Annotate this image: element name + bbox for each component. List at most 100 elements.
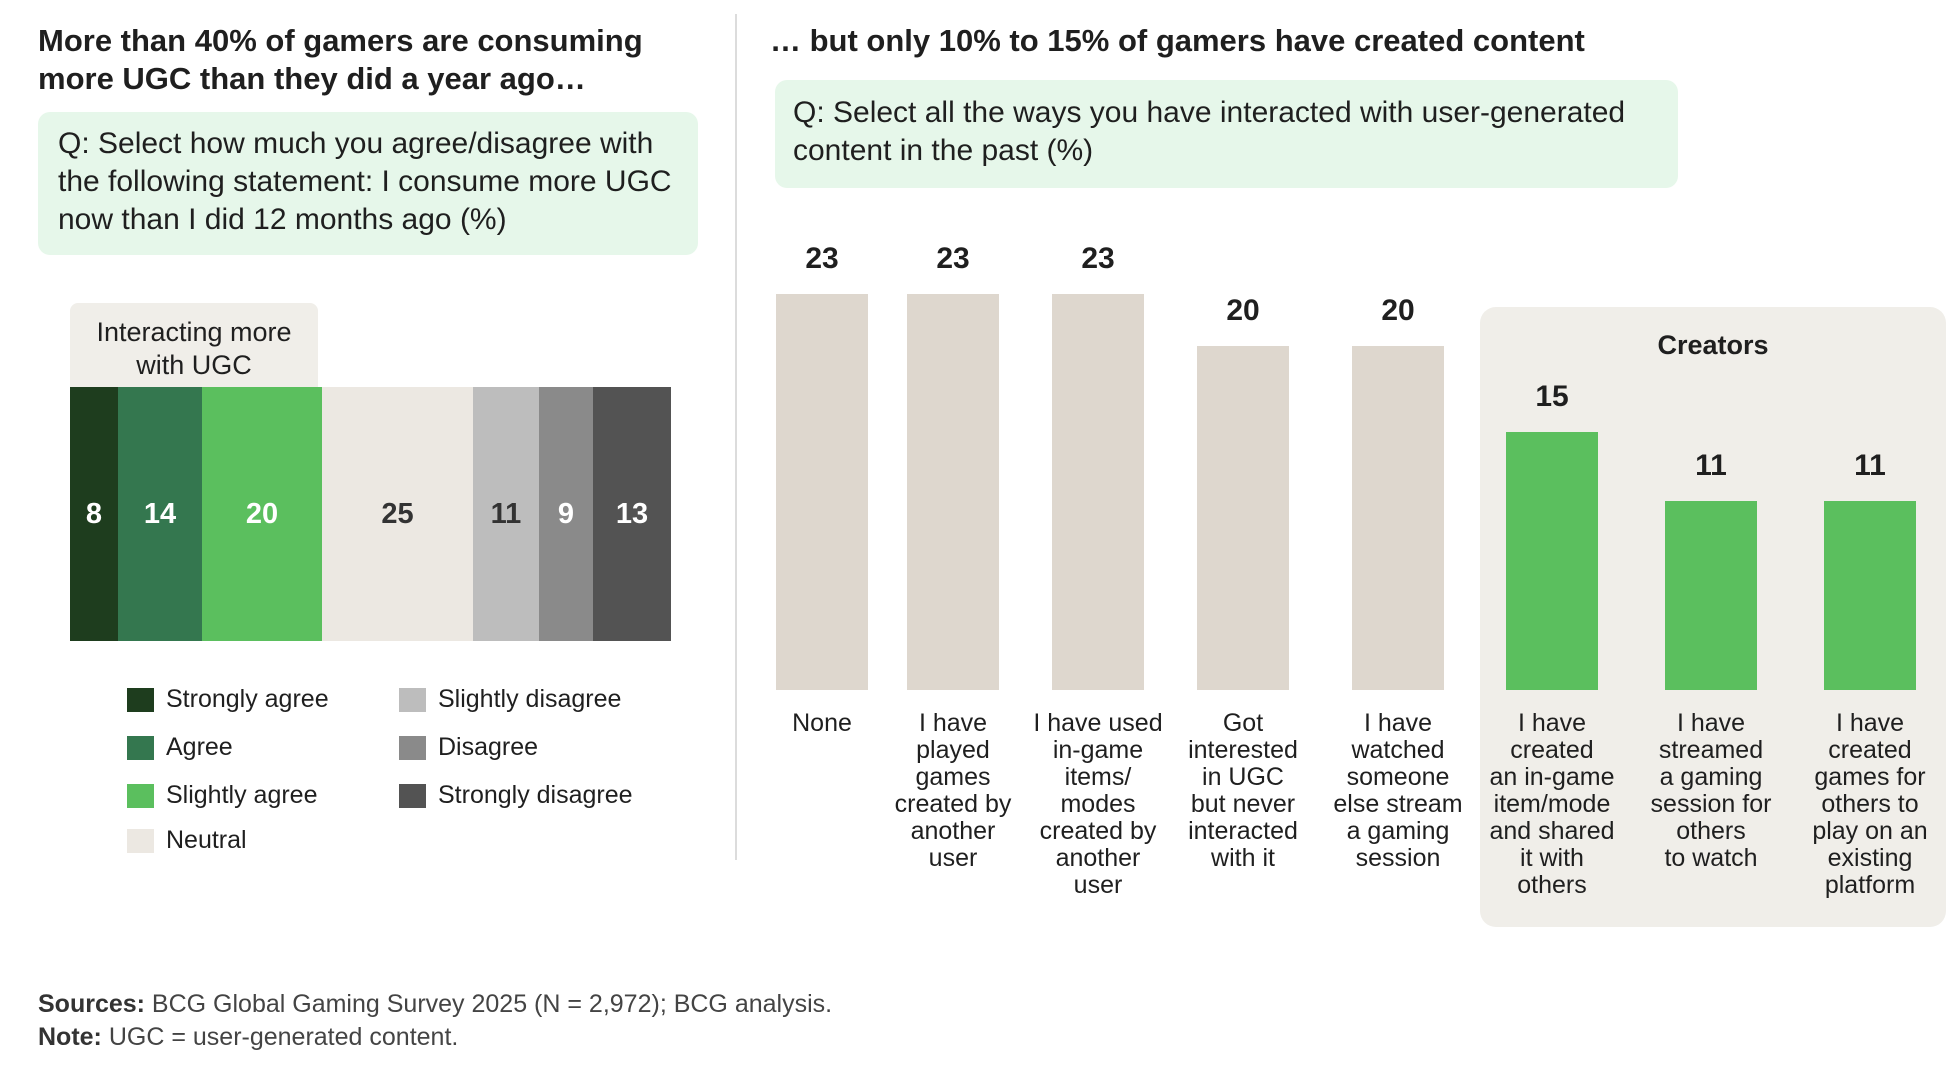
bar-category-line: I have [1676, 709, 1746, 737]
bar-1 [907, 294, 999, 690]
bar-0 [776, 294, 868, 690]
bar-value-label: 23 [1081, 242, 1115, 275]
legend-label: Strongly disagree [438, 781, 633, 809]
sources-label: Sources: [38, 990, 145, 1018]
bar-category-line: created by [1039, 817, 1157, 845]
left-question-box: Q: Select how much you agree/disagree wi… [38, 112, 698, 255]
interacting-more-label: Interacting more with UGC [70, 303, 318, 387]
bar-3 [1197, 346, 1289, 690]
bar-category-line: a gaming [1659, 763, 1763, 791]
right-question-box: Q: Select all the ways you have interact… [775, 80, 1678, 188]
legend-item-strongly-disagree: Strongly disagree [399, 781, 633, 810]
bar-category-line: Got [1222, 709, 1264, 737]
bar-category-line: games for [1814, 763, 1926, 791]
bar-category-line: user [928, 844, 978, 872]
bar-category-line: with it [1211, 844, 1275, 872]
stacked-segment-neutral: 25 [322, 387, 473, 641]
bar-category-line: session [1355, 844, 1441, 872]
bar-value-label: 20 [1381, 294, 1415, 327]
bar-category-line: items/ [1064, 763, 1132, 791]
bar-category-line: watched [1351, 736, 1445, 764]
bar-category-line: streamed [1658, 736, 1764, 764]
bar-category-line: but never [1190, 790, 1296, 818]
stacked-segment-agree: 14 [118, 387, 202, 641]
bar-category-line: I have [918, 709, 988, 737]
legend-swatch [399, 735, 426, 760]
legend-item-slightly-agree: Slightly agree [127, 781, 317, 810]
bar-category-line: an in-game [1489, 763, 1615, 791]
legend-item-agree: Agree [127, 733, 233, 762]
bar-category-line: modes [1060, 790, 1136, 818]
legend-swatch [399, 783, 426, 808]
bar-category-line: play on an [1812, 817, 1928, 845]
stacked-segment-slightly-disagree: 11 [473, 387, 539, 641]
legend-swatch [399, 687, 426, 712]
stacked-segment-strongly-disagree: 13 [593, 387, 671, 641]
bar-category-line: it with [1520, 844, 1584, 872]
bar-5 [1506, 432, 1598, 690]
bar-category-line: someone [1346, 763, 1450, 791]
bar-category-line: others [1676, 817, 1746, 845]
creators-title: Creators [1657, 330, 1769, 360]
bar-value-label: 20 [1226, 294, 1260, 327]
legend-swatch [127, 828, 154, 853]
bar-2 [1052, 294, 1144, 690]
legend-swatch [127, 783, 154, 808]
legend-item-neutral: Neutral [127, 826, 247, 855]
bar-category-line: platform [1824, 871, 1916, 899]
bar-category-line: in UGC [1202, 763, 1284, 791]
footer-note: Note: UGC = user-generated content. [38, 1023, 458, 1052]
right-title: … but only 10% to 15% of gamers have cre… [770, 23, 1585, 58]
bar-6 [1665, 501, 1757, 690]
bar-category-line: created by [894, 790, 1012, 818]
bar-category-line: I have used [1033, 709, 1163, 737]
bar-category-line: another [910, 817, 996, 845]
bar-category-line: else stream [1333, 790, 1463, 818]
bar-category-line: session for [1650, 790, 1772, 818]
bar-category-line: a gaming [1346, 817, 1450, 845]
legend-label: Neutral [166, 826, 247, 854]
bar-value-label: 15 [1535, 380, 1569, 413]
legend-item-slightly-disagree: Slightly disagree [399, 685, 621, 714]
bar-category-line: others to [1821, 790, 1919, 818]
bar-4 [1352, 346, 1444, 690]
bar-value-label: 23 [805, 242, 839, 275]
note-text: UGC = user-generated content. [101, 1023, 459, 1051]
bar-category-line: to watch [1664, 844, 1758, 872]
bar-category-line: interested [1188, 736, 1298, 764]
bar-value-label: 11 [1695, 449, 1727, 482]
bar-category-line: item/mode [1493, 790, 1611, 818]
legend-swatch [127, 735, 154, 760]
legend-label: Slightly agree [166, 781, 318, 809]
bar-value-label: 11 [1854, 449, 1886, 482]
bar-category-label: I have created an in-game item/mode and shar… [1477, 710, 1627, 899]
bar-category-line: I have [1363, 709, 1433, 737]
note-label: Note: [38, 1023, 102, 1051]
bar-7 [1824, 501, 1916, 690]
bar-category-line: games [915, 763, 991, 791]
bar-category-label: I have created games for others to play on a… [1795, 710, 1945, 899]
bar-category-label: I have used in-game items/modes created by a… [1023, 710, 1173, 899]
bar-category-line: played [916, 736, 990, 764]
bar-category-line: interacted [1188, 817, 1298, 845]
stacked-segment-disagree: 9 [539, 387, 593, 641]
legend-item-strongly-agree: Strongly agree [127, 685, 329, 714]
bar-category-line: None [792, 709, 852, 737]
bar-category-label: Got interested in UGC but never interacted wi… [1168, 710, 1318, 872]
bar-category-line: existing [1827, 844, 1913, 872]
stacked-segment-slightly-agree: 20 [202, 387, 322, 641]
footer-sources: Sources: BCG Global Gaming Survey 2025 (… [38, 990, 832, 1019]
legend-swatch [127, 687, 154, 712]
bar-category-line: I have [1835, 709, 1905, 737]
bar-category-line: another [1055, 844, 1141, 872]
bar-category-line: in-game [1052, 736, 1144, 764]
bar-category-line: created [1510, 736, 1594, 764]
sources-text: BCG Global Gaming Survey 2025 (N = 2,972… [144, 990, 833, 1018]
legend-label: Strongly agree [166, 685, 329, 713]
left-title: More than 40% of gamers are consuming mo… [38, 23, 643, 96]
bar-category-line: and shared [1489, 817, 1615, 845]
bar-category-label: None [747, 710, 897, 737]
stacked-segment-strongly-agree: 8 [70, 387, 118, 641]
bar-value-label: 23 [936, 242, 970, 275]
bar-category-label: I have watched someone else stream a gaming s… [1323, 710, 1473, 872]
